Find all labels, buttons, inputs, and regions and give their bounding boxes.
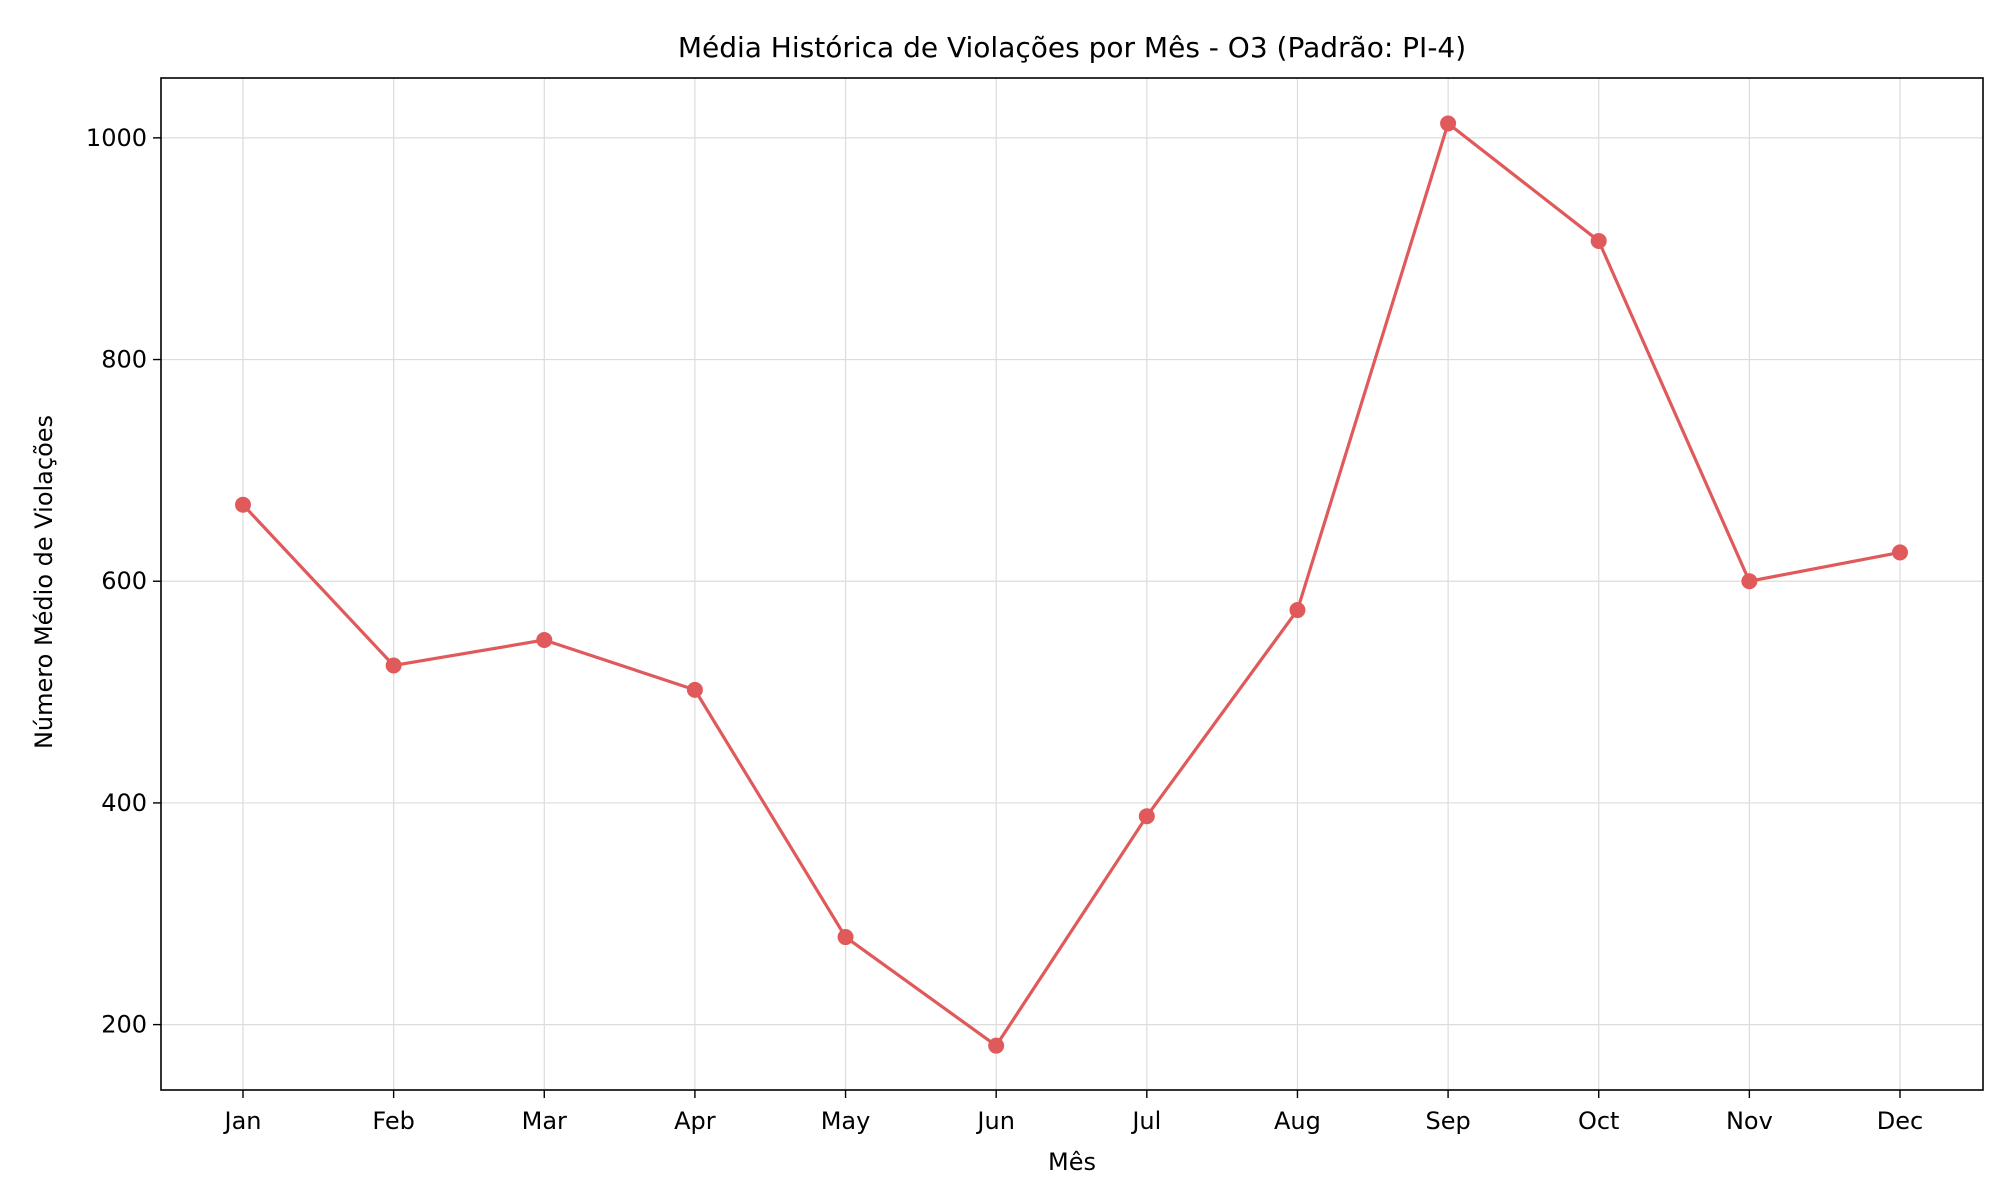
y-tick-label: 1000: [86, 124, 147, 152]
x-tick-label: Oct: [1578, 1107, 1620, 1135]
chart-title: Média Histórica de Violações por Mês - O…: [678, 31, 1466, 64]
y-tick-label: 200: [101, 1011, 147, 1039]
x-tick-label: Mar: [522, 1107, 567, 1135]
data-point-jun: [988, 1037, 1005, 1054]
y-tick-label: 800: [101, 346, 147, 374]
grid: [161, 78, 1983, 1090]
data-point-apr: [686, 681, 703, 698]
data-point-jul: [1138, 808, 1155, 825]
data-point-mar: [536, 631, 553, 648]
series-line: [241, 121, 1901, 1048]
x-tick-label: Jan: [223, 1107, 262, 1135]
x-tick-label: Feb: [372, 1107, 415, 1135]
y-tick-label: 400: [101, 789, 147, 817]
series-group: [235, 115, 1908, 1054]
data-point-jan: [235, 496, 251, 513]
data-point-nov: [1741, 573, 1758, 590]
x-axis-label: Mês: [1048, 1148, 1096, 1176]
x-tick-label: May: [821, 1107, 871, 1135]
x-tick-label: Apr: [674, 1107, 716, 1135]
x-tick-label: Dec: [1877, 1107, 1923, 1135]
x-axis: Jan Feb Mar Apr May Jun Jul Aug Sep Oct Nov Dec: [223, 1090, 1923, 1135]
data-point-feb: [385, 657, 402, 674]
y-tick-label: 600: [101, 567, 147, 595]
data-point-may: [837, 929, 854, 946]
data-point-oct: [1590, 232, 1607, 249]
x-tick-label: Jun: [975, 1107, 1015, 1135]
data-point-sep: [1440, 115, 1457, 132]
data-point-aug: [1289, 602, 1306, 619]
plot-area-frame: [160, 77, 1984, 1091]
y-axis: 200 400 600 800 1000: [86, 124, 161, 1039]
x-tick-label: Jul: [1130, 1107, 1161, 1135]
y-axis-label: Número Médio de Violações: [30, 415, 58, 749]
x-tick-label: Nov: [1726, 1107, 1773, 1135]
x-tick-label: Aug: [1274, 1107, 1321, 1135]
data-point-dec: [1892, 544, 1908, 561]
x-tick-label: Sep: [1425, 1107, 1470, 1135]
